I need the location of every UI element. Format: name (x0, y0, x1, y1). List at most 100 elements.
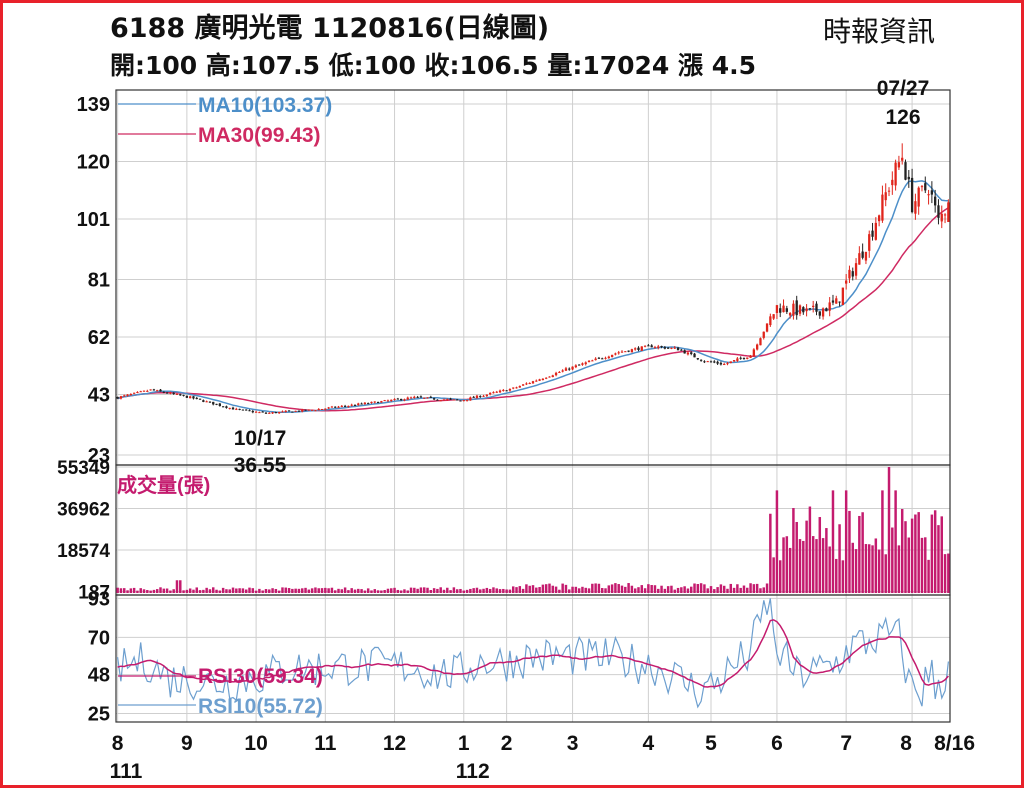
price-tick-label: 23 (88, 445, 110, 467)
volume-bar (327, 588, 330, 593)
candle-body (241, 409, 245, 411)
candle-body (815, 303, 818, 312)
volume-bar (887, 467, 891, 593)
volume-bar (894, 490, 897, 593)
volume-bar (416, 588, 419, 593)
candle-body (129, 394, 132, 396)
candle-body (887, 190, 891, 192)
volume-bar (277, 590, 281, 593)
candle-body (805, 308, 808, 312)
candle-body (142, 390, 146, 392)
volume-bar (544, 584, 548, 593)
volume-bar (739, 587, 742, 593)
volume-bar (851, 542, 854, 593)
volume-bar (432, 588, 436, 593)
candle-body (818, 311, 821, 316)
volume-bar (521, 588, 525, 593)
volume-bar (502, 588, 505, 593)
candle-body (459, 400, 462, 402)
volume-bar (508, 589, 512, 593)
volume-bar (726, 588, 729, 593)
volume-bar (848, 510, 851, 593)
candle-body (248, 410, 251, 412)
volume-bar (314, 587, 317, 593)
volume-bar (393, 587, 396, 593)
candle-body (416, 396, 419, 398)
volume-bar (676, 587, 680, 593)
candle-body (221, 406, 225, 408)
volume-bar (584, 587, 587, 593)
volume-bar (254, 590, 258, 593)
volume-bar (554, 586, 558, 593)
candle-body (907, 176, 910, 180)
volume-bar (647, 584, 650, 593)
candle-body (423, 397, 426, 399)
volume-bar (469, 588, 472, 593)
candle-body (647, 345, 650, 347)
volume-bar (182, 590, 185, 593)
candle-body (475, 395, 479, 399)
candle-body (792, 303, 795, 316)
volume-bar (568, 589, 571, 593)
panel-frame (115, 594, 951, 723)
candle-body (449, 398, 452, 400)
volume-bar (136, 590, 139, 593)
candle-body (317, 409, 320, 411)
candle-body (937, 205, 940, 218)
candle-body (238, 408, 241, 410)
candle-body (498, 390, 502, 393)
candle-body (614, 353, 617, 355)
volume-tick-label: 36962 (57, 500, 110, 521)
volume-bar (551, 585, 555, 593)
candle-body (357, 403, 360, 406)
volume-bar (169, 590, 172, 593)
volume-bar (897, 545, 901, 593)
volume-bar (185, 589, 189, 593)
candle-body (676, 347, 680, 351)
candle-body (643, 345, 647, 347)
candle-body (347, 405, 350, 407)
candle-body (779, 308, 782, 313)
volume-bar (225, 589, 228, 593)
volume-bar (617, 584, 620, 593)
candle-body (624, 351, 627, 353)
volume-bar (179, 580, 182, 593)
candle-body (858, 253, 861, 265)
volume-bar (274, 588, 278, 593)
volume-bar (126, 590, 129, 593)
volume-bar (564, 584, 568, 593)
volume-bar (317, 588, 320, 593)
candle-body (683, 350, 686, 354)
candle-body (528, 383, 531, 385)
candle-body (894, 162, 897, 186)
candle-body (353, 405, 357, 407)
volume-bar (719, 584, 723, 593)
candle-body (904, 162, 907, 180)
candle-body (218, 403, 221, 406)
candle-body (228, 407, 231, 409)
volume-bar (505, 589, 508, 593)
candle-body (610, 354, 614, 358)
candle-body (551, 375, 554, 378)
volume-bar (782, 537, 785, 593)
candle-body (472, 396, 475, 398)
candle-body (271, 412, 274, 414)
candle-body (231, 407, 235, 410)
month-tick-label: 1 (458, 732, 470, 755)
candle-body (518, 386, 521, 388)
volume-bar (271, 588, 274, 593)
candle-body (189, 396, 192, 399)
volume-bar (858, 515, 861, 593)
ma10-legend-label: MA10(103.37) (198, 94, 332, 117)
candle-body (940, 213, 943, 222)
volume-bar (376, 590, 380, 593)
volume-bar (709, 586, 713, 593)
volume-bar (706, 588, 709, 593)
candle-body (195, 397, 198, 399)
candle-body (264, 412, 268, 414)
volume-bar (914, 514, 917, 593)
candle-body (601, 358, 604, 360)
candle-body (947, 202, 950, 223)
volume-bar (620, 585, 624, 593)
volume-bar (600, 588, 604, 593)
